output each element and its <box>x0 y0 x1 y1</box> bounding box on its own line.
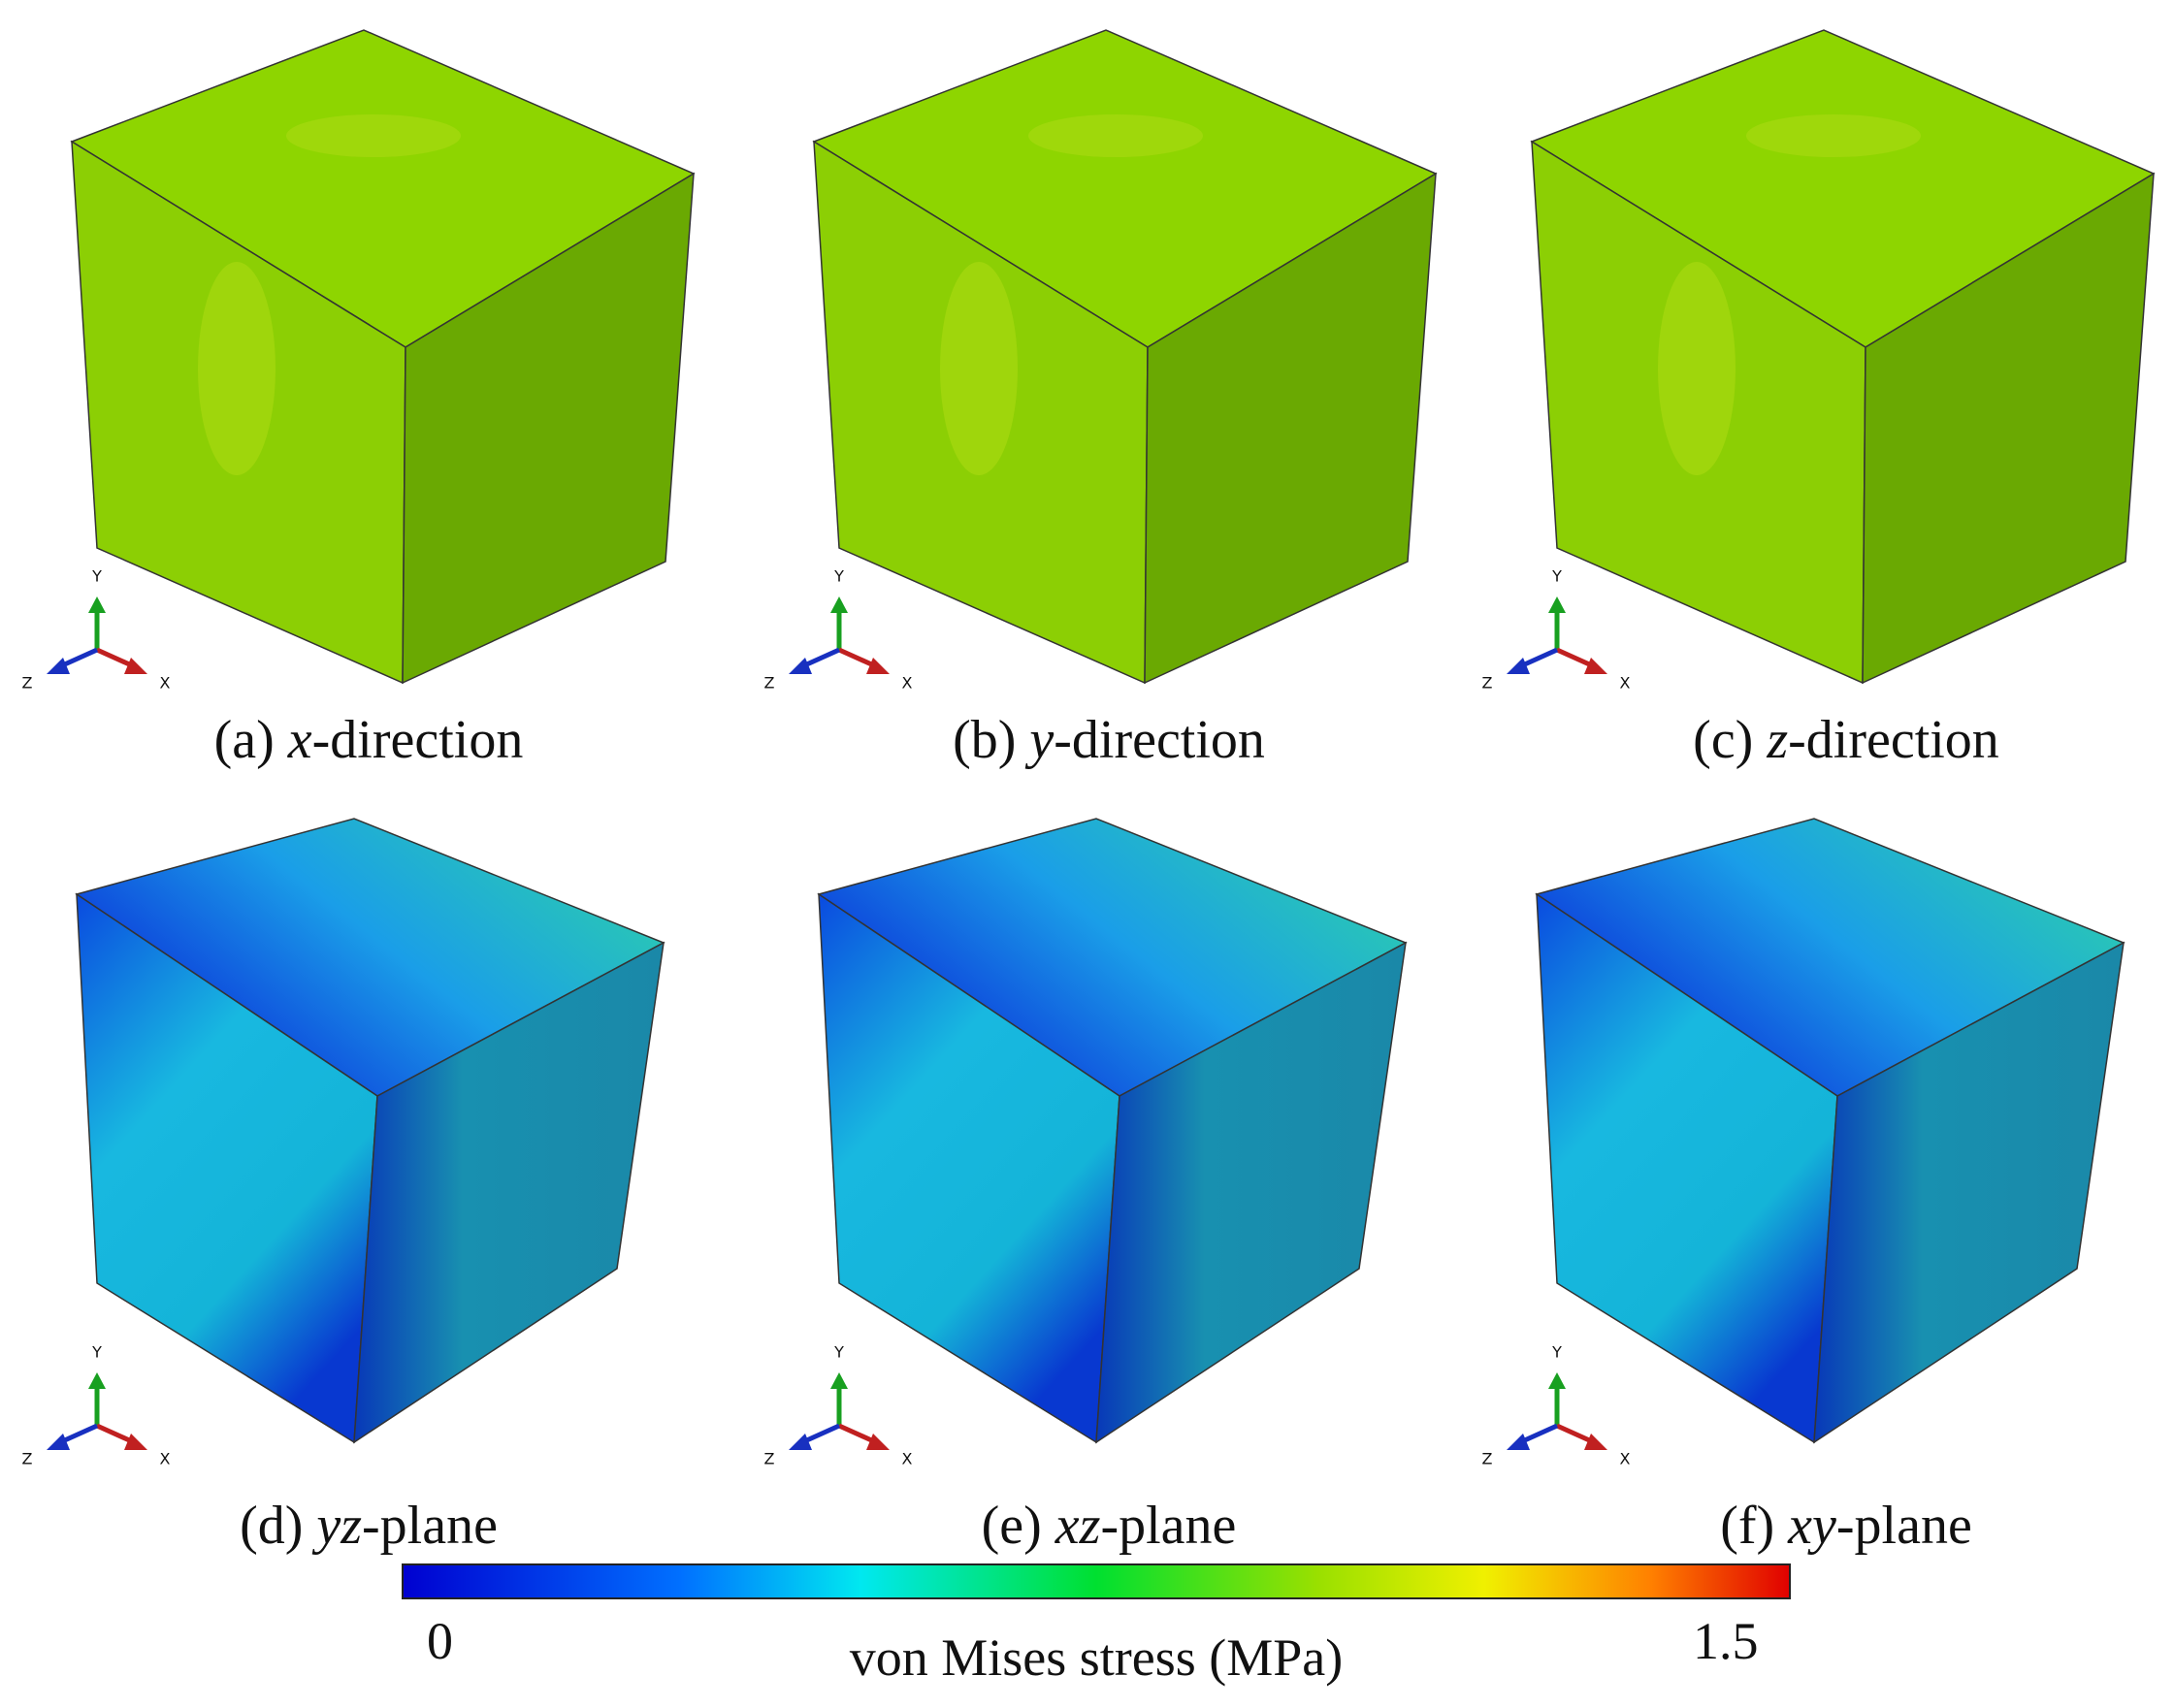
caption-suffix: -plane <box>362 1496 498 1556</box>
arrow-z <box>47 1434 70 1450</box>
caption-letter: (d) <box>240 1496 304 1556</box>
triad-label-y: Y <box>91 1343 102 1362</box>
arrow-x <box>1584 658 1607 674</box>
arrow-x <box>866 1434 890 1450</box>
caption-suffix: -direction <box>1054 710 1265 770</box>
panel-caption: (d) yz-plane <box>29 1499 708 1553</box>
triad-label-y: Y <box>1551 567 1562 586</box>
caption-suffix: -plane <box>1100 1496 1237 1556</box>
triad-label-y: Y <box>91 567 102 586</box>
triad-label-x: X <box>1620 674 1631 693</box>
colorbar <box>402 1563 1791 1599</box>
caption-suffix: -plane <box>1835 1496 1972 1556</box>
panel-caption: (b) y-direction <box>769 713 1448 767</box>
panel-caption: (f) xy-plane <box>1507 1499 2174 1553</box>
axis-triad: Y X Z <box>22 1343 171 1468</box>
arrow-z <box>1507 1434 1530 1450</box>
triad-label-z: Z <box>764 674 775 693</box>
arrow-x <box>866 658 890 674</box>
cube <box>1535 818 2125 1444</box>
caption-suffix: -direction <box>311 710 524 770</box>
contour-patch <box>1658 262 1736 475</box>
caption-variable: y <box>1029 710 1055 770</box>
cube-face-right <box>353 941 665 1444</box>
triad-label-x: X <box>902 674 913 693</box>
triad-label-x: X <box>1620 1450 1631 1468</box>
contour-patch <box>940 262 1018 475</box>
triad-label-x: X <box>160 674 171 693</box>
cube-face-right <box>1813 941 2125 1444</box>
arrow-x <box>124 1434 147 1450</box>
axis-triad: Y X Z <box>1482 567 1631 693</box>
arrow-z <box>1507 658 1530 674</box>
arrow-z <box>789 1434 812 1450</box>
contour-patch <box>198 262 276 475</box>
triad-label-y: Y <box>1551 1343 1562 1362</box>
colorbar-max: 1.5 <box>1693 1612 1759 1670</box>
triad-label-z: Z <box>764 1450 775 1468</box>
cube-face-right <box>1095 941 1407 1444</box>
cube <box>817 818 1408 1444</box>
caption-variable: x <box>287 710 312 770</box>
colorbar-min: 0 <box>427 1612 453 1670</box>
caption-variable: xy <box>1788 1496 1836 1556</box>
cube-face-right <box>1862 172 2155 685</box>
arrow-y <box>88 1372 106 1389</box>
contour-patch <box>1746 114 1921 157</box>
caption-letter: (b) <box>953 710 1017 770</box>
caption-letter: (a) <box>213 710 275 770</box>
arrow-y <box>88 596 106 613</box>
triad-label-z: Z <box>22 1450 33 1468</box>
triad-label-x: X <box>160 1450 171 1468</box>
caption-variable: yz <box>316 1496 363 1556</box>
triad-label-x: X <box>902 1450 913 1468</box>
caption-variable: z <box>1767 710 1789 770</box>
cube <box>1530 29 2156 685</box>
cube-face-right <box>402 172 695 685</box>
contour-patch <box>1028 114 1203 157</box>
arrow-z <box>789 658 812 674</box>
caption-letter: (e) <box>981 1496 1042 1556</box>
panel-caption: (e) xz-plane <box>769 1499 1448 1553</box>
triad-label-y: Y <box>833 1343 844 1362</box>
arrow-x <box>124 658 147 674</box>
cube-face-right <box>1144 172 1437 685</box>
axis-triad: Y X Z <box>764 1343 913 1468</box>
axis-triad: Y X Z <box>1482 1343 1631 1468</box>
triad-label-y: Y <box>833 567 844 586</box>
caption-suffix: -direction <box>1788 710 1999 770</box>
contour-patch <box>286 114 461 157</box>
triad-label-z: Z <box>1482 1450 1493 1468</box>
arrow-x <box>1584 1434 1607 1450</box>
arrow-y <box>1548 1372 1566 1389</box>
caption-letter: (f) <box>1720 1496 1775 1556</box>
colorbar-label: von Mises stress (MPa) <box>849 1628 1344 1687</box>
axis-triad: Y X Z <box>22 567 171 693</box>
triad-label-z: Z <box>1482 674 1493 693</box>
triad-label-z: Z <box>22 674 33 693</box>
cube <box>75 818 665 1444</box>
arrow-z <box>47 658 70 674</box>
arrow-y <box>830 1372 848 1389</box>
cube <box>812 29 1438 685</box>
panel-caption: (a) x-direction <box>29 713 708 767</box>
panel-caption: (c) z-direction <box>1507 713 2174 767</box>
cube <box>70 29 696 685</box>
caption-letter: (c) <box>1693 710 1754 770</box>
arrow-y <box>830 596 848 613</box>
caption-variable: xz <box>1055 1496 1101 1556</box>
axis-triad: Y X Z <box>764 567 913 693</box>
arrow-y <box>1548 596 1566 613</box>
